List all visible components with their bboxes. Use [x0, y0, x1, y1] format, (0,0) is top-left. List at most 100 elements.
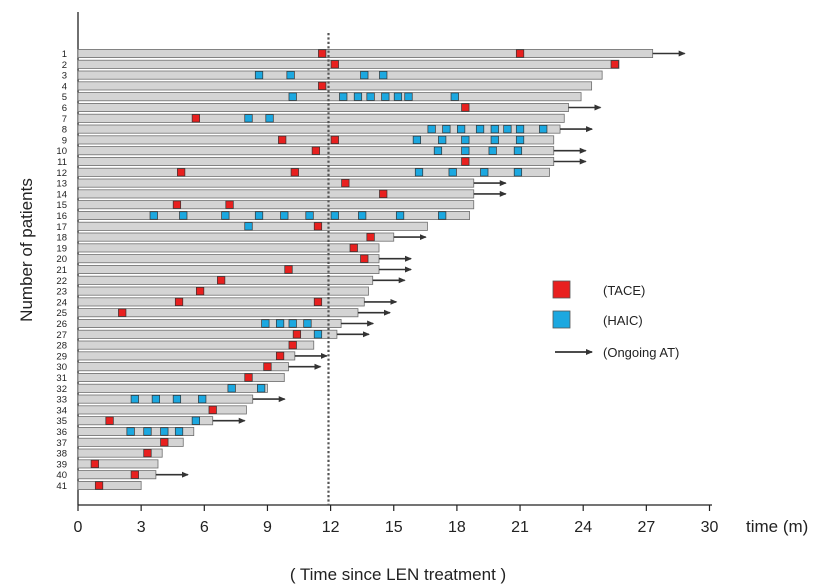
patient-label-12: 12 [56, 168, 67, 179]
patient-label-7: 7 [62, 114, 67, 125]
haic-marker-3-2 [286, 70, 295, 80]
patient-label-19: 19 [56, 243, 67, 254]
x-tick-label-27: 27 [637, 519, 655, 536]
tace-marker-37-1 [160, 438, 169, 447]
tace-marker-25-1 [118, 308, 127, 317]
haic-marker-9-3 [461, 135, 470, 144]
patient-label-39: 39 [56, 459, 67, 470]
haic-marker-33-1 [130, 395, 139, 404]
tace-marker-20-1 [360, 254, 369, 263]
haic-marker-26-3 [288, 319, 297, 328]
tace-marker-23-1 [195, 287, 205, 296]
tace-marker-2-1 [330, 60, 339, 69]
patient-bar-21 [77, 264, 380, 274]
patient-label-37: 37 [56, 438, 67, 449]
legend-tace-swatch [552, 280, 571, 299]
tace-marker-31-1 [244, 373, 253, 382]
haic-marker-7-2 [265, 114, 274, 123]
patient-label-28: 28 [56, 341, 67, 352]
patient-label-13: 13 [56, 179, 67, 190]
patient-bar-32 [77, 383, 268, 393]
haic-marker-10-2 [461, 146, 470, 155]
haic-marker-8-6 [503, 124, 512, 134]
haic-marker-16-10 [438, 211, 447, 220]
patient-label-35: 35 [56, 416, 67, 427]
patient-bar-15 [77, 200, 475, 210]
haic-marker-16-7 [330, 211, 339, 220]
patient-label-4: 4 [62, 81, 67, 92]
x-tick-label-9: 9 [263, 519, 272, 536]
x-tick-label-12: 12 [322, 519, 340, 536]
legend-tace-label: (TACE) [603, 283, 645, 298]
patient-bar-17 [77, 221, 428, 231]
x-tick-label-30: 30 [701, 519, 719, 536]
patient-label-15: 15 [56, 200, 67, 211]
haic-marker-12-2 [448, 168, 457, 177]
tace-marker-12-2 [290, 168, 299, 177]
haic-marker-26-2 [275, 319, 285, 328]
haic-marker-5-2 [339, 92, 348, 101]
tace-marker-6-1 [461, 103, 470, 112]
haic-marker-3-4 [379, 70, 388, 80]
patient-label-8: 8 [62, 125, 67, 136]
patient-bar-14 [77, 189, 475, 199]
patient-label-9: 9 [62, 135, 67, 146]
patient-label-33: 33 [56, 395, 67, 406]
tace-marker-9-1 [278, 135, 287, 144]
patient-bar-1 [77, 49, 654, 59]
patient-label-27: 27 [56, 330, 67, 341]
haic-marker-16-9 [395, 211, 405, 220]
tace-marker-4-1 [318, 81, 327, 91]
patient-label-23: 23 [56, 287, 67, 298]
patient-bar-20 [77, 254, 380, 264]
tace-marker-15-1 [172, 200, 182, 209]
haic-marker-36-4 [174, 427, 184, 436]
tace-marker-12-1 [177, 168, 186, 177]
haic-marker-12-4 [513, 168, 523, 177]
tace-marker-17-1 [313, 222, 323, 231]
legend: (TACE) (HAIC) (Ongoing AT) [552, 280, 679, 360]
tace-marker-35-1 [105, 416, 114, 425]
haic-marker-26-4 [303, 319, 312, 328]
patient-label-20: 20 [56, 254, 67, 265]
tace-marker-30-1 [263, 362, 272, 371]
patient-label-30: 30 [56, 362, 67, 373]
patient-bar-36 [77, 426, 195, 436]
haic-marker-36-1 [126, 427, 135, 436]
haic-marker-10-1 [433, 146, 443, 155]
legend-ongoing-label: (Ongoing AT) [603, 345, 679, 360]
patient-bar-37 [77, 437, 184, 447]
x-tick-label-15: 15 [385, 519, 403, 536]
haic-marker-8-3 [457, 124, 466, 134]
patient-bar-38 [77, 448, 163, 458]
tace-marker-29-1 [275, 351, 285, 360]
patient-bar-6 [77, 103, 569, 113]
patient-bar-13 [77, 178, 475, 188]
tace-marker-1-2 [515, 49, 525, 58]
haic-marker-17-1 [244, 222, 253, 231]
patient-label-11: 11 [57, 157, 67, 168]
tace-marker-41-1 [94, 481, 104, 490]
patient-bar-19 [77, 243, 380, 253]
haic-marker-8-1 [427, 124, 436, 134]
legend-haic-swatch [552, 310, 571, 329]
tace-marker-2-2 [610, 60, 619, 69]
haic-marker-16-6 [305, 211, 314, 220]
patient-label-6: 6 [62, 103, 67, 114]
patient-bar-9 [77, 135, 555, 145]
tace-marker-9-2 [330, 135, 339, 144]
patient-label-26: 26 [56, 319, 67, 330]
patient-bar-18 [77, 232, 395, 242]
haic-marker-5-7 [404, 92, 413, 101]
patient-label-38: 38 [56, 449, 67, 460]
patient-bar-33 [77, 394, 254, 404]
patient-label-24: 24 [56, 297, 67, 308]
haic-marker-8-2 [442, 124, 451, 134]
tace-marker-18-1 [366, 233, 375, 242]
patient-label-41: 41 [56, 481, 67, 492]
tace-marker-24-1 [174, 297, 184, 306]
x-tick-label-18: 18 [448, 519, 466, 536]
patient-label-36: 36 [56, 427, 67, 438]
haic-marker-9-1 [412, 135, 422, 144]
x-tick-label-3: 3 [137, 519, 146, 536]
